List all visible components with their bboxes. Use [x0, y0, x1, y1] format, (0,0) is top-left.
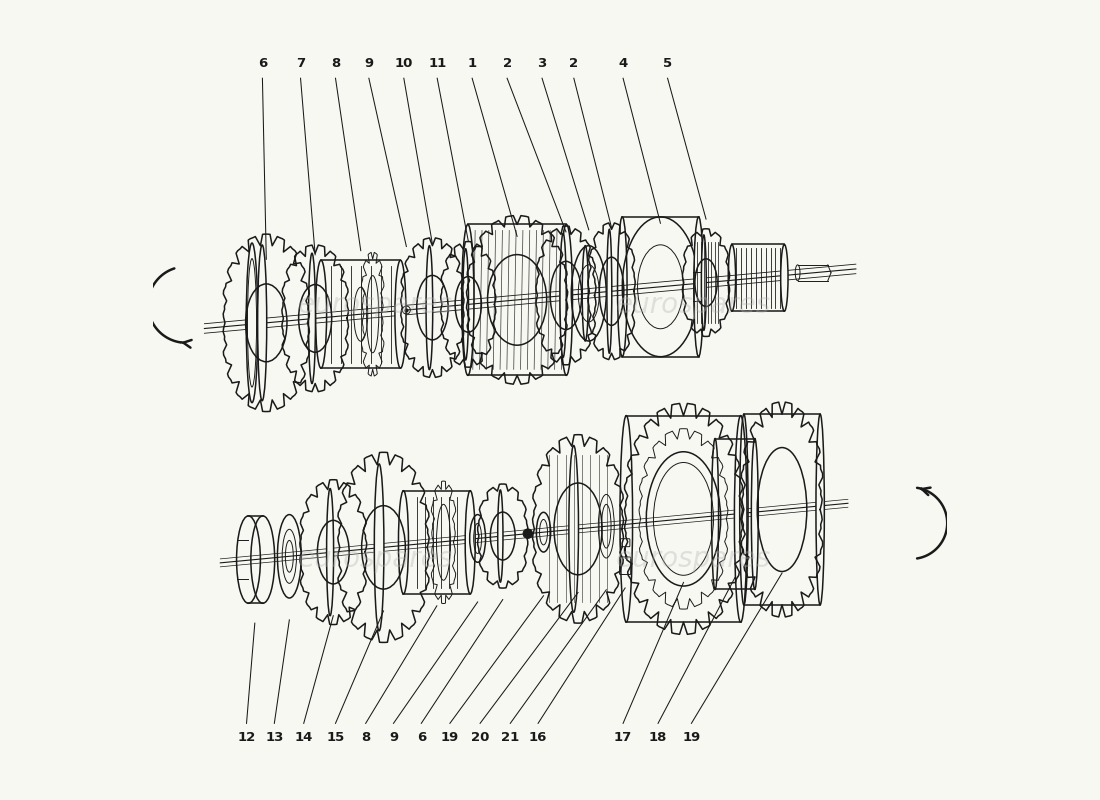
- Text: 14: 14: [295, 731, 312, 744]
- Ellipse shape: [395, 260, 406, 368]
- Ellipse shape: [497, 490, 503, 582]
- Text: eurospares: eurospares: [615, 545, 771, 573]
- Text: 3: 3: [538, 58, 547, 70]
- Text: 6: 6: [417, 731, 426, 744]
- Text: 21: 21: [502, 731, 519, 744]
- Text: 17: 17: [614, 731, 632, 744]
- Ellipse shape: [308, 254, 316, 383]
- Text: 20: 20: [471, 731, 490, 744]
- Ellipse shape: [524, 529, 532, 538]
- Text: 19: 19: [682, 731, 701, 744]
- Ellipse shape: [816, 414, 824, 605]
- Ellipse shape: [569, 446, 579, 612]
- Ellipse shape: [257, 245, 266, 401]
- Text: 13: 13: [265, 731, 284, 744]
- Text: 15: 15: [327, 731, 344, 744]
- Ellipse shape: [463, 249, 469, 360]
- Ellipse shape: [735, 416, 747, 622]
- Text: 19: 19: [441, 731, 459, 744]
- Text: eurospares: eurospares: [298, 545, 453, 573]
- Ellipse shape: [327, 489, 333, 616]
- Text: 16: 16: [529, 731, 548, 744]
- Ellipse shape: [246, 243, 257, 402]
- Ellipse shape: [374, 464, 384, 630]
- Text: 7: 7: [296, 58, 305, 70]
- Text: 4: 4: [618, 58, 628, 70]
- Ellipse shape: [751, 438, 758, 590]
- Text: 12: 12: [238, 731, 255, 744]
- Text: 10: 10: [395, 58, 412, 70]
- Text: 8: 8: [331, 58, 340, 70]
- Ellipse shape: [694, 217, 703, 357]
- Ellipse shape: [426, 246, 432, 370]
- Text: 1: 1: [468, 58, 476, 70]
- Ellipse shape: [560, 225, 572, 375]
- Text: 6: 6: [257, 58, 267, 70]
- Text: eurospares: eurospares: [615, 290, 771, 318]
- Text: 9: 9: [389, 731, 398, 744]
- Text: 5: 5: [663, 58, 672, 70]
- Text: 18: 18: [649, 731, 668, 744]
- Text: 11: 11: [428, 58, 447, 70]
- Ellipse shape: [465, 490, 475, 594]
- Text: 2: 2: [503, 58, 512, 70]
- Ellipse shape: [781, 245, 788, 311]
- Text: 8: 8: [361, 731, 371, 744]
- Ellipse shape: [607, 230, 612, 354]
- Ellipse shape: [702, 235, 706, 330]
- Text: 9: 9: [364, 58, 373, 70]
- Text: eurospares: eurospares: [298, 290, 453, 318]
- Text: 2: 2: [570, 58, 579, 70]
- Ellipse shape: [560, 234, 566, 358]
